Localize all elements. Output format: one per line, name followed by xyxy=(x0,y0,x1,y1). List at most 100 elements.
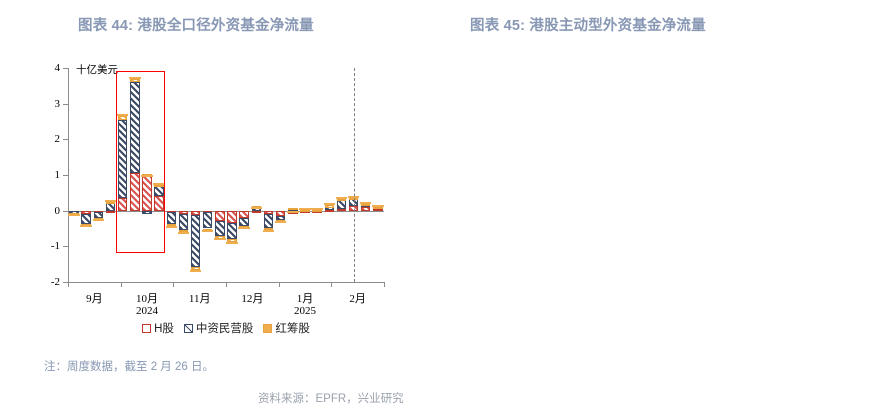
y-axis-tick xyxy=(63,103,68,105)
bar-segment-h xyxy=(324,209,335,212)
bar-group xyxy=(335,68,348,282)
bar-group xyxy=(250,68,263,282)
bar-segment-h xyxy=(178,210,189,215)
bar-segment-h xyxy=(215,210,225,222)
y-axis-tick xyxy=(63,246,68,248)
bar-segment-cn xyxy=(227,223,237,240)
x-axis-tick xyxy=(173,282,175,287)
y-axis-tick-label: 2 xyxy=(54,133,61,146)
bar-segment-h xyxy=(93,210,104,213)
bar-segment-cn xyxy=(130,82,140,174)
total-marker xyxy=(189,270,202,273)
bar-segment-h xyxy=(117,198,128,211)
x-axis-year-label: 2025 xyxy=(294,305,316,317)
total-marker xyxy=(153,182,165,185)
bar-segment-cn xyxy=(215,221,225,237)
x-axis-month-label: 9月 xyxy=(86,293,103,305)
total-marker xyxy=(80,225,92,228)
x-axis-month-label: 2月 xyxy=(349,293,366,305)
x-axis-tick xyxy=(384,282,385,287)
bar-segment-cn xyxy=(142,210,152,215)
y-axis-tick-label: 3 xyxy=(54,97,61,110)
bar-segment-h xyxy=(239,210,249,218)
x-axis-tick xyxy=(68,282,69,287)
total-marker xyxy=(129,77,141,80)
y-axis-tick-label: 4 xyxy=(54,62,61,74)
bar-group xyxy=(92,68,105,282)
bar-segment-cn xyxy=(263,213,274,228)
bar-segment-rc xyxy=(227,239,237,243)
total-marker xyxy=(226,242,238,245)
bar-group xyxy=(177,68,190,282)
bar-segment-cn xyxy=(190,214,201,267)
legend-swatch-cn-icon xyxy=(183,323,193,333)
bar-group xyxy=(116,68,129,282)
bar-segment-h xyxy=(361,207,371,211)
x-axis-month-label: 10月 xyxy=(136,293,158,305)
total-marker xyxy=(311,208,323,211)
bar-segment-rc xyxy=(361,203,371,207)
y-axis-tick xyxy=(63,68,68,69)
bar-segment-h xyxy=(203,210,213,213)
y-axis-tick-label: -1 xyxy=(50,240,60,253)
bar-series-container xyxy=(68,68,384,282)
total-marker xyxy=(202,229,214,232)
page-title-45: 图表 45: 港股主动型外资基金净流量 xyxy=(470,18,706,34)
bar-group xyxy=(360,68,372,282)
legend-item-cn[interactable]: 中资民营股 xyxy=(183,320,254,336)
axis-unit-label-44: 十亿美元 xyxy=(76,65,118,76)
y-axis-tick-label: 0 xyxy=(54,204,61,217)
bar-segment-rc xyxy=(130,79,140,83)
y-axis-tick xyxy=(63,282,68,283)
bar-segment-rc xyxy=(324,205,335,208)
bar-segment-rc xyxy=(117,116,128,120)
bar-group xyxy=(311,68,323,282)
highlight-box xyxy=(116,71,166,253)
bar-segment-h xyxy=(130,173,140,211)
bar-segment-rc xyxy=(288,208,298,211)
bar-group xyxy=(141,68,153,282)
chart-source-44: 资料来源：EPFR，兴业研究 xyxy=(258,393,404,405)
total-marker xyxy=(262,229,275,232)
x-axis-month-label: 12月 xyxy=(241,293,264,305)
x-axis-tick xyxy=(226,282,227,287)
bar-segment-cn xyxy=(166,211,177,225)
total-marker xyxy=(299,208,311,211)
chart-legend-44: H股 中资民营股 红筹股 xyxy=(68,320,384,336)
bar-segment-cn xyxy=(178,214,189,231)
bar-segment-cn xyxy=(239,217,249,226)
x-axis-tick xyxy=(278,282,280,287)
total-marker xyxy=(274,221,287,224)
bar-segment-rc xyxy=(239,225,249,228)
legend-item-rc[interactable]: 红筹股 xyxy=(263,320,310,336)
bar-segment-cn xyxy=(336,199,347,209)
total-marker xyxy=(104,200,117,203)
total-marker xyxy=(214,238,226,241)
bar-segment-cn xyxy=(69,211,79,214)
bar-segment-rc xyxy=(154,184,164,188)
legend-item-h[interactable]: H股 xyxy=(142,320,174,336)
bar-segment-cn xyxy=(105,202,116,211)
total-marker xyxy=(165,226,178,228)
bar-segment-h xyxy=(190,210,201,215)
zero-baseline xyxy=(68,210,384,212)
bar-group xyxy=(299,68,311,282)
bar-segment-h xyxy=(336,208,347,211)
bar-segment-cn xyxy=(203,212,213,229)
total-marker xyxy=(335,196,348,199)
bar-group xyxy=(372,68,384,282)
legend-label: 中资民营股 xyxy=(195,323,254,335)
x-axis-month-label: 11月 xyxy=(188,293,211,305)
bar-group xyxy=(214,68,226,282)
bar-segment-rc xyxy=(166,224,177,227)
bar-segment-h xyxy=(227,210,237,224)
legend-label: H股 xyxy=(154,323,174,335)
bar-group xyxy=(274,68,287,282)
bar-group xyxy=(68,68,80,282)
bar-segment-h xyxy=(373,208,383,212)
bar-segment-rc xyxy=(263,227,274,230)
total-marker xyxy=(177,232,190,235)
bar-segment-rc xyxy=(81,223,91,226)
bar-segment-cn xyxy=(275,216,286,221)
bar-segment-cn xyxy=(93,212,104,218)
